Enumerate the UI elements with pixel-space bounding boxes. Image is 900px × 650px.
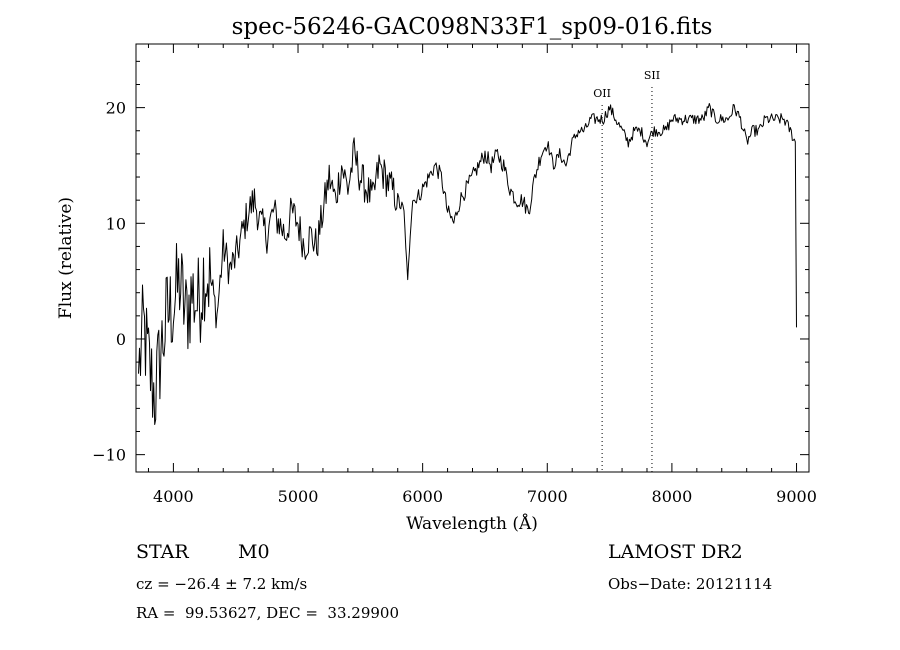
- x-tick-label: 4000: [153, 487, 194, 506]
- y-tick-label: 0: [116, 330, 126, 349]
- annotation-label: OII: [593, 87, 611, 100]
- survey-name: LAMOST DR2: [608, 541, 743, 563]
- y-tick-label: −10: [92, 446, 126, 465]
- x-tick-label: 5000: [278, 487, 319, 506]
- observation-date: Obs−Date: 20121114: [608, 575, 773, 593]
- x-axis-ticks: 4000 5000 6000 7000 8000 9000: [147, 44, 817, 506]
- chart-title: spec-56246-GAC098N33F1_sp09-016.fits: [232, 14, 713, 40]
- x-tick-label: 8000: [652, 487, 693, 506]
- y-axis-label: Flux (relative): [56, 197, 76, 319]
- y-axis-ticks: −10 0 10 20: [92, 60, 809, 465]
- x-axis-label: Wavelength (Å): [406, 513, 538, 534]
- redshift-velocity: cz = −26.4 ± 7.2 km/s: [136, 575, 308, 593]
- y-tick-label: 20: [106, 99, 126, 118]
- x-tick-label: 7000: [527, 487, 568, 506]
- plot-frame: [135, 43, 810, 473]
- y-tick-label: 10: [106, 214, 126, 233]
- annotation-label: SII: [644, 69, 660, 82]
- line-annotations: OII SII: [593, 69, 660, 472]
- x-tick-label: 9000: [776, 487, 817, 506]
- object-subclass: M0: [238, 541, 270, 563]
- x-tick-label: 6000: [402, 487, 443, 506]
- spectrum-line: [138, 103, 797, 425]
- object-class: STAR: [136, 541, 189, 563]
- sky-coordinates: RA = 99.53627, DEC = 33.29900: [136, 604, 400, 622]
